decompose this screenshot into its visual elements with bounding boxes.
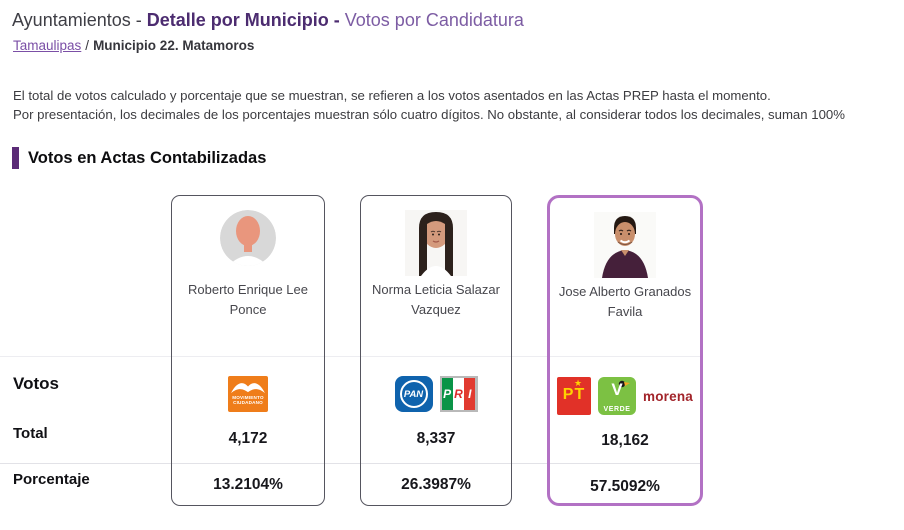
breadcrumb-municipality: Municipio 22. Matamoros: [93, 38, 255, 53]
candidate-photo: [361, 210, 511, 276]
candidate-card-1: Roberto Enrique Lee Ponce MOVIMIENTO CIU…: [171, 195, 325, 506]
row-label-porcentaje: Porcentaje: [13, 471, 90, 488]
movimiento-ciudadano-logo: MOVIMIENTO CIUDADANO: [228, 376, 268, 412]
pt-star-icon: ★: [574, 378, 583, 388]
party-logos-row: ★ PT V VERDE morena: [550, 375, 700, 417]
section-header: Votos en Actas Contabilizadas: [12, 147, 266, 169]
row-divider-porcentaje: [0, 463, 702, 464]
percentage-value: 13.2104%: [213, 476, 283, 493]
row-divider-votos: [0, 356, 702, 357]
row-label-total: Total: [13, 425, 48, 442]
total-votes-value: 18,162: [601, 432, 649, 449]
notice-line-2: Por presentación, los decimales de los p…: [13, 106, 845, 122]
breadcrumb: Tamaulipas / Municipio 22. Matamoros: [13, 38, 254, 53]
mc-eagle-icon: [231, 383, 265, 394]
candidate-name: Norma Leticia Salazar Vazquez: [372, 282, 500, 317]
percentage-value: 26.3987%: [401, 476, 471, 493]
candidate-photo: [550, 212, 700, 278]
pt-logo: ★ PT: [557, 377, 592, 415]
percentage-value: 57.5092%: [590, 478, 660, 495]
toucan-icon: [618, 380, 631, 388]
row-label-votos: Votos: [13, 374, 59, 393]
morena-logo: morena: [643, 388, 693, 404]
avatar-placeholder: [172, 210, 324, 266]
section-title: Votos en Actas Contabilizadas: [28, 148, 267, 167]
party-logos-row: MOVIMIENTO CIUDADANO: [172, 373, 324, 415]
title-subview: Votos por Candidatura: [344, 10, 524, 30]
total-votes-value: 8,337: [416, 430, 456, 447]
candidate-name: Roberto Enrique Lee Ponce: [188, 282, 308, 317]
title-view: Detalle por Municipio -: [146, 10, 345, 30]
title-contest: Ayuntamientos -: [12, 10, 147, 30]
page-title: Ayuntamientos - Detalle por Municipio - …: [12, 10, 524, 31]
section-accent-bar: [12, 147, 19, 169]
notice-line-1: El total de votos calculado y porcentaje…: [13, 88, 771, 103]
notice-text: El total de votos calculado y porcentaje…: [13, 87, 845, 124]
candidate-name: Jose Alberto Granados Favila: [558, 284, 692, 319]
pan-logo: PAN: [394, 376, 433, 412]
verde-logo: V VERDE: [598, 377, 637, 415]
breadcrumb-separator: /: [85, 38, 90, 53]
breadcrumb-state-link[interactable]: Tamaulipas: [13, 38, 82, 53]
total-votes-value: 4,172: [228, 430, 268, 447]
candidate-card-3-leading: Jose Alberto Granados Favila ★ PT V VERD…: [547, 195, 703, 506]
